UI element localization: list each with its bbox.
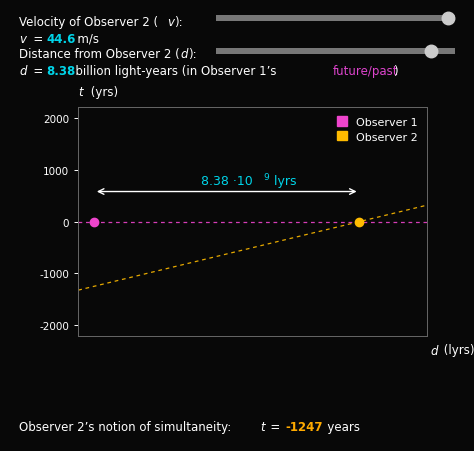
Text: ):: ): <box>188 48 196 61</box>
Text: (lyrs): (lyrs) <box>440 343 474 356</box>
Text: 44.6: 44.6 <box>46 32 76 46</box>
Text: =: = <box>31 32 46 46</box>
Text: ): ) <box>393 65 398 78</box>
Text: billion light-years (in Observer 1’s: billion light-years (in Observer 1’s <box>73 65 279 78</box>
Text: m/s: m/s <box>75 32 99 46</box>
Text: =: = <box>31 65 46 78</box>
Text: $d$: $d$ <box>430 343 439 357</box>
Text: Velocity of Observer 2 (: Velocity of Observer 2 ( <box>19 16 158 29</box>
Text: v: v <box>19 32 26 46</box>
Text: 8.38: 8.38 <box>46 65 76 78</box>
Text: lyrs: lyrs <box>271 175 297 188</box>
Text: 9: 9 <box>263 173 269 182</box>
Text: t: t <box>260 420 264 433</box>
Text: years: years <box>325 420 360 433</box>
Legend: Observer 1, Observer 2: Observer 1, Observer 2 <box>334 114 421 146</box>
Text: d: d <box>180 48 188 61</box>
Text: d: d <box>19 65 27 78</box>
Text: Distance from Observer 2 (: Distance from Observer 2 ( <box>19 48 180 61</box>
Text: 8.38 ·10: 8.38 ·10 <box>201 175 253 188</box>
Text: ):: ): <box>174 16 183 29</box>
Text: future/past: future/past <box>333 65 399 78</box>
Text: $t$: $t$ <box>78 86 85 99</box>
Text: v: v <box>167 16 174 29</box>
Text: =: = <box>268 420 283 433</box>
Text: Observer 2’s notion of simultaneity:: Observer 2’s notion of simultaneity: <box>19 420 234 433</box>
Text: (yrs): (yrs) <box>87 86 118 99</box>
Text: -1247: -1247 <box>285 420 323 433</box>
